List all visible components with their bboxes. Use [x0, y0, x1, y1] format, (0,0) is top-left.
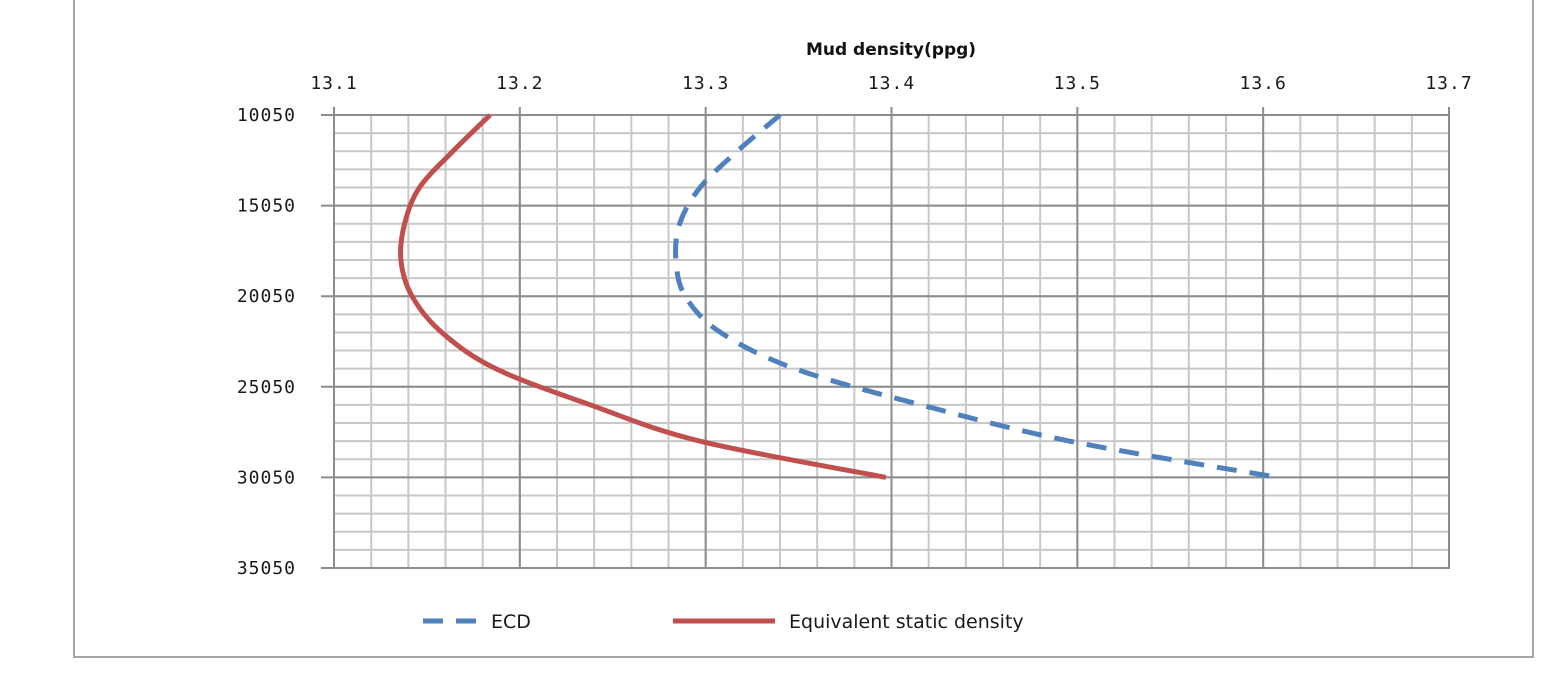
legend-label-ecd: ECD: [491, 611, 531, 633]
x-tick-label: 13.6: [1239, 73, 1286, 94]
y-axis-ticks: 10050 15050 20050 25050 30050 35050: [237, 105, 296, 579]
x-tick-label: 13.3: [682, 73, 729, 94]
x-tick-label: 13.2: [496, 73, 543, 94]
y-tick-label: 30050: [237, 467, 296, 488]
x-axis-title: Mud density(ppg): [806, 40, 976, 60]
chart-frame: [73, 0, 1534, 658]
legend-item-ecd: ECD: [423, 611, 531, 633]
y-tick-label: 10050: [237, 105, 296, 126]
legend: ECD Equivalent static density: [423, 611, 1024, 633]
plot-area-border: [333, 114, 1450, 569]
major-gridlines: [321, 107, 1450, 569]
x-tick-label: 13.1: [310, 73, 357, 94]
x-tick-label: 13.4: [868, 73, 915, 94]
y-tick-label: 15050: [237, 196, 296, 217]
series-lines: [398, 113, 1279, 480]
x-tick-label: 13.5: [1054, 73, 1101, 94]
y-tick-label: 35050: [237, 558, 296, 579]
legend-label-esd: Equivalent static density: [789, 611, 1024, 633]
legend-item-esd: Equivalent static density: [673, 611, 1024, 633]
x-tick-label: 13.7: [1425, 73, 1472, 94]
y-tick-label: 25050: [237, 377, 296, 398]
x-axis-ticks: 13.1 13.2 13.3 13.4 13.5 13.6 13.7: [310, 73, 1472, 94]
series-line-equivalent-static-density: [398, 113, 887, 480]
y-tick-label: 20050: [237, 286, 296, 307]
series-line-ecd: [673, 113, 1279, 480]
